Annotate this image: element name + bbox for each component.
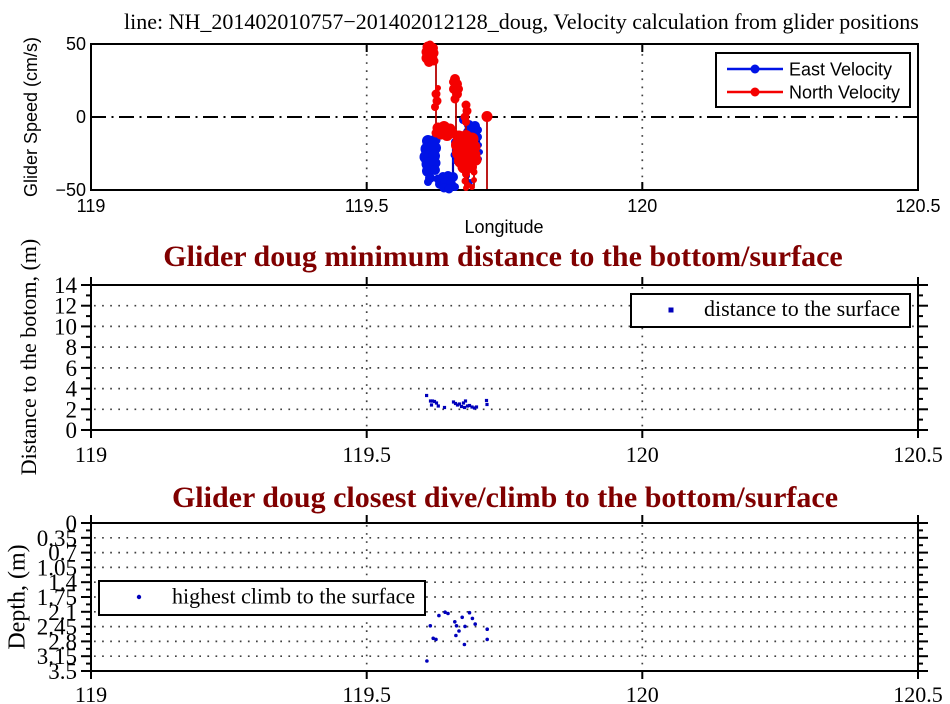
svg-text:120.5: 120.5 <box>893 682 943 704</box>
svg-text:distance to the surface: distance to the surface <box>704 296 900 321</box>
svg-text:Longitude: Longitude <box>464 217 543 237</box>
svg-text:120.5: 120.5 <box>895 196 940 216</box>
svg-text:0.35: 0.35 <box>37 526 77 551</box>
svg-text:North Velocity: North Velocity <box>789 83 900 103</box>
svg-text:1.75: 1.75 <box>37 585 77 610</box>
svg-text:10: 10 <box>54 314 77 339</box>
svg-text:119.5: 119.5 <box>345 196 389 216</box>
svg-text:−50: −50 <box>55 180 86 200</box>
svg-text:119: 119 <box>75 682 107 704</box>
svg-text:2.1: 2.1 <box>48 600 77 625</box>
svg-text:119: 119 <box>75 442 107 467</box>
svg-text:3.15: 3.15 <box>37 644 77 669</box>
svg-text:14: 14 <box>54 273 78 298</box>
svg-text:8: 8 <box>66 335 78 360</box>
svg-text:119.5: 119.5 <box>342 442 391 467</box>
svg-text:Distance to the botom, (m): Distance to the botom, (m) <box>16 239 41 475</box>
svg-text:3.5: 3.5 <box>48 659 77 684</box>
svg-text:6: 6 <box>66 356 78 381</box>
svg-text:Glider doug minimum distance t: Glider doug minimum distance to the bott… <box>163 240 842 273</box>
svg-text:Glider Speed (cm/s): Glider Speed (cm/s) <box>21 37 41 197</box>
svg-text:0.7: 0.7 <box>48 541 77 566</box>
svg-text:0: 0 <box>66 418 78 443</box>
svg-text:120.5: 120.5 <box>893 442 943 467</box>
svg-text:2.45: 2.45 <box>37 615 77 640</box>
svg-text:2.8: 2.8 <box>48 629 77 654</box>
svg-text:0: 0 <box>76 107 86 127</box>
svg-text:4: 4 <box>66 377 78 402</box>
svg-text:120: 120 <box>626 442 659 467</box>
svg-text:120: 120 <box>626 682 659 704</box>
svg-text:Glider doug closest dive/climb: Glider doug closest dive/climb to the bo… <box>172 481 838 514</box>
svg-text:2: 2 <box>66 397 78 422</box>
svg-text:1.4: 1.4 <box>48 570 77 595</box>
svg-text:1.05: 1.05 <box>37 555 77 580</box>
svg-text:12: 12 <box>54 294 77 319</box>
svg-text:line: NH_201402010757−20140201: line: NH_201402010757−201402012128_doug,… <box>124 9 919 34</box>
svg-text:East Velocity: East Velocity <box>789 60 892 80</box>
svg-text:119: 119 <box>77 196 106 216</box>
svg-text:Depth, (m): Depth, (m) <box>5 544 31 649</box>
svg-text:highest climb to the surface: highest climb to the surface <box>172 584 415 609</box>
svg-text:120: 120 <box>627 196 657 216</box>
svg-text:50: 50 <box>66 34 86 54</box>
svg-text:119.5: 119.5 <box>342 682 391 704</box>
svg-text:0: 0 <box>66 511 78 536</box>
